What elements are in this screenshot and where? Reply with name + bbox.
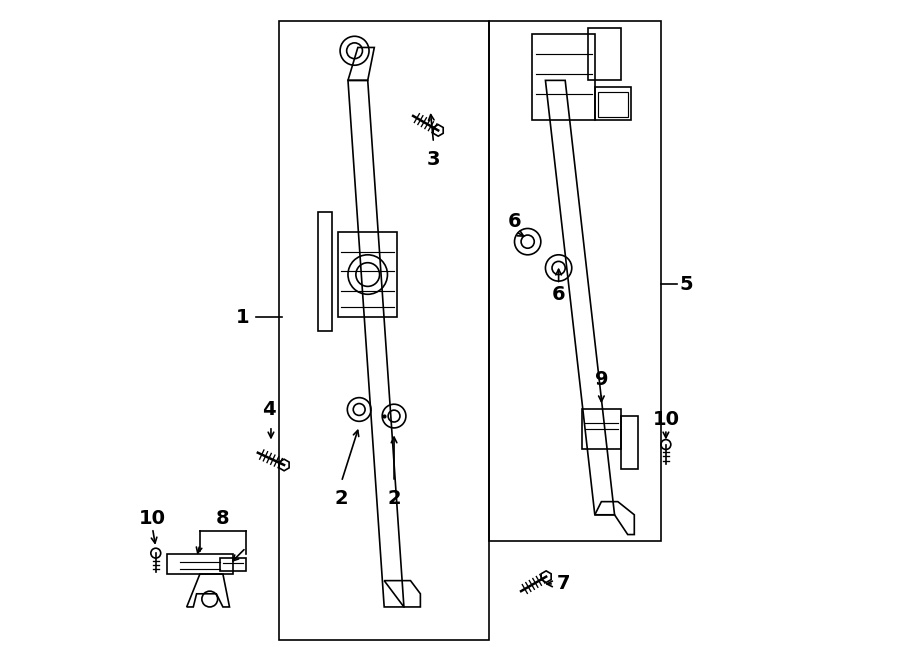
Text: 4: 4 <box>262 400 275 419</box>
Bar <box>490 21 661 541</box>
Text: 7: 7 <box>556 574 570 594</box>
Bar <box>279 21 490 640</box>
Text: 6: 6 <box>552 285 565 304</box>
Text: 2: 2 <box>335 489 348 508</box>
Text: 3: 3 <box>427 150 440 169</box>
Text: 9: 9 <box>595 370 608 389</box>
Text: 10: 10 <box>139 508 166 527</box>
Text: 1: 1 <box>236 308 249 327</box>
Text: 5: 5 <box>680 275 693 294</box>
Text: 6: 6 <box>508 212 521 231</box>
Text: 2: 2 <box>387 489 400 508</box>
Text: 8: 8 <box>216 508 230 527</box>
Bar <box>598 92 627 116</box>
Text: 10: 10 <box>652 410 680 429</box>
